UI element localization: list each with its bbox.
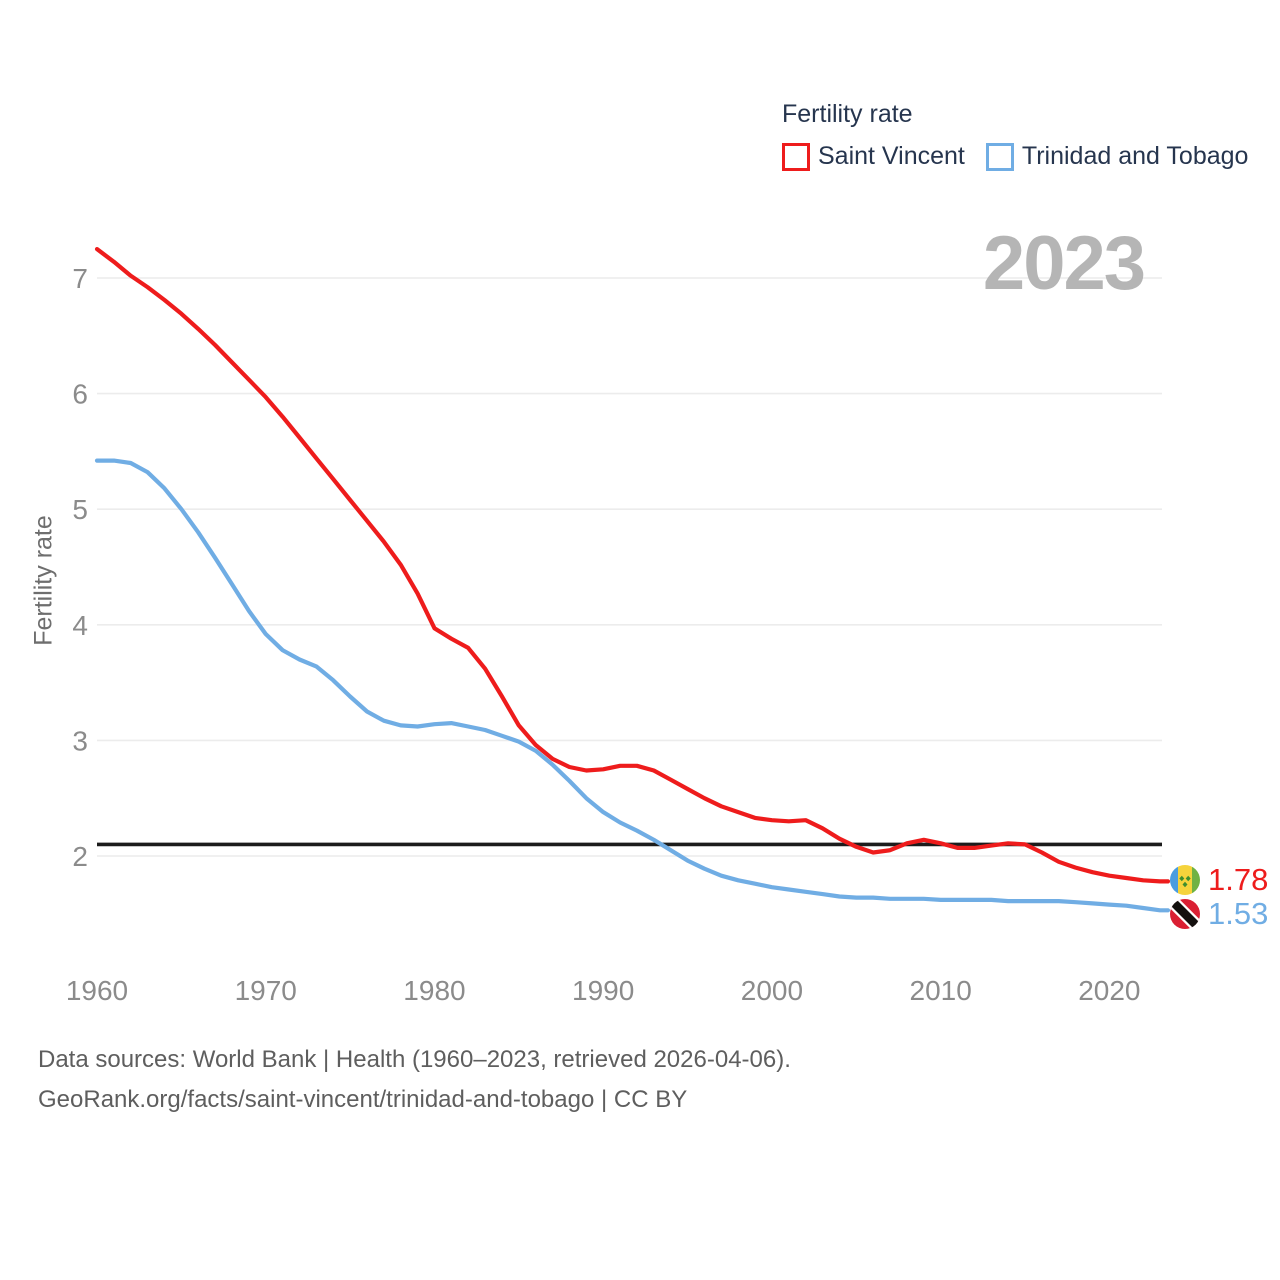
end-label-trinidad-and-tobago: 1.53 <box>1170 896 1268 932</box>
attribution-line: GeoRank.org/facts/saint-vincent/trinidad… <box>38 1086 688 1113</box>
x-tick-label: 1990 <box>572 975 634 1006</box>
y-tick-label: 2 <box>72 841 88 872</box>
legend-item-trinidad-and-tobago: Trinidad and Tobago <box>985 142 1249 171</box>
x-tick-label: 1980 <box>403 975 465 1006</box>
data-sources-line: Data sources: World Bank | Health (1960–… <box>38 1046 791 1073</box>
legend-title: Fertility rate <box>782 100 913 128</box>
legend-item-saint-vincent: Saint Vincent <box>782 142 965 171</box>
year-watermark: 2023 <box>982 221 1146 306</box>
y-tick-label: 3 <box>72 725 88 756</box>
trinidad-and-tobago-flag-icon <box>1170 899 1200 929</box>
series-line-saint-vincent <box>94 247 1171 884</box>
saint-vincent-swatch-icon <box>782 142 810 171</box>
series-line-trinidad-and-tobago <box>94 458 1171 913</box>
y-axis-title: Fertility rate <box>29 515 58 646</box>
legend-label-trinidad-and-tobago: Trinidad and Tobago <box>1021 142 1249 170</box>
x-tick-label: 2010 <box>910 975 972 1006</box>
trinidad-and-tobago-swatch-icon <box>985 142 1014 171</box>
y-tick-label: 6 <box>72 379 88 410</box>
end-label-saint-vincent: 1.78 <box>1170 862 1268 898</box>
end-value-saint-vincent: 1.78 <box>1208 862 1269 897</box>
x-tick-label: 2020 <box>1078 975 1140 1006</box>
legend: Fertility rate Saint Vincent Trinidad an… <box>782 100 1248 171</box>
x-tick-label: 2000 <box>741 975 803 1006</box>
y-tick-label: 4 <box>72 610 88 641</box>
legend-label-saint-vincent: Saint Vincent <box>818 142 965 170</box>
saint-vincent-flag-icon <box>1170 865 1200 895</box>
y-tick-label: 5 <box>72 494 88 525</box>
y-tick-label: 7 <box>72 263 88 294</box>
footer: Data sources: World Bank | Health (1960–… <box>38 1040 791 1120</box>
legend-items: Saint Vincent Trinidad and Tobago <box>782 142 1248 171</box>
end-value-trinidad-and-tobago: 1.53 <box>1208 896 1269 931</box>
x-tick-label: 1970 <box>235 975 297 1006</box>
x-tick-label: 1960 <box>66 975 128 1006</box>
